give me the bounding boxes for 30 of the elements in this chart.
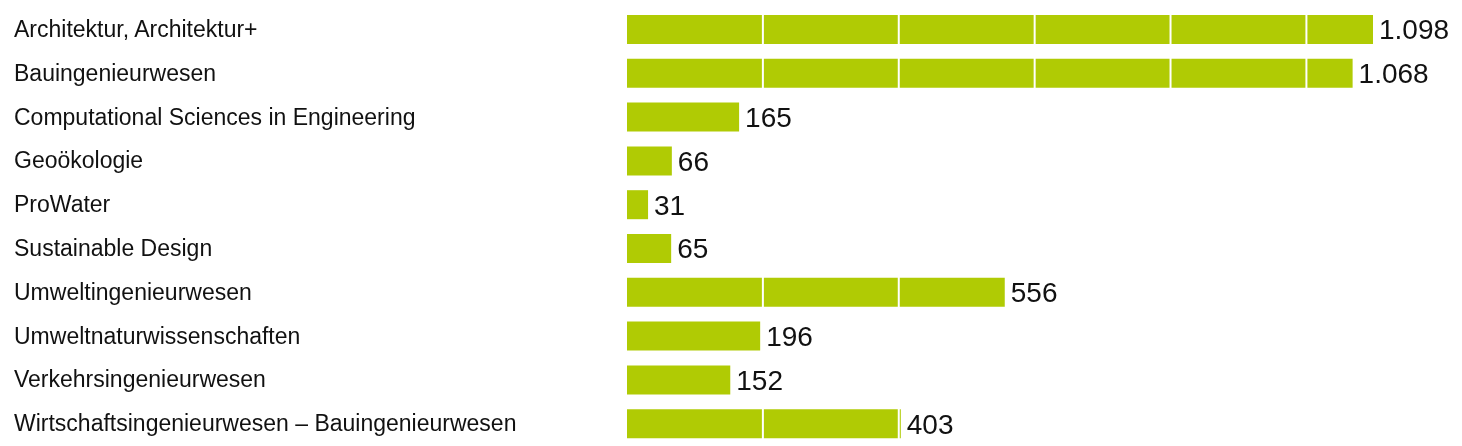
data-label: 65 [677, 233, 709, 265]
bar [627, 234, 672, 263]
data-label: 31 [654, 189, 686, 221]
bar [627, 409, 901, 439]
data-label: 165 [745, 102, 792, 134]
data-label: 1.098 [1379, 14, 1450, 46]
bar [627, 321, 761, 351]
y-tick-label: Umweltingenieurwesen [14, 278, 252, 305]
bar [627, 58, 1353, 88]
bar [627, 277, 1005, 307]
bar [627, 365, 731, 395]
data-label: 403 [906, 408, 954, 440]
y-tick-label: Umweltnaturwissenschaften [14, 322, 301, 349]
data-label: 196 [766, 321, 813, 353]
y-tick-label: Bauingenieurwesen [14, 59, 217, 86]
y-tick-label: Geoökologie [14, 147, 144, 174]
y-tick-label: Wirtschaftsingenieurwesen – Bauingenieurwesen [14, 410, 517, 437]
y-tick-label: Sustainable Design [14, 234, 213, 261]
data-label: 1.068 [1358, 58, 1429, 90]
y-tick-label: Architektur, Architektur+ [14, 15, 258, 42]
data-label: 556 [1010, 277, 1058, 309]
y-tick-label: Verkehrsingenieurwesen [14, 366, 266, 393]
bar [627, 190, 649, 220]
bar [627, 146, 672, 176]
y-tick-label: Computational Sciences in Engineering [14, 103, 416, 130]
bar [627, 102, 740, 132]
y-tick-label: ProWater [14, 191, 111, 218]
data-label: 66 [677, 145, 709, 177]
data-label: 152 [736, 364, 783, 396]
bar [627, 15, 1373, 44]
